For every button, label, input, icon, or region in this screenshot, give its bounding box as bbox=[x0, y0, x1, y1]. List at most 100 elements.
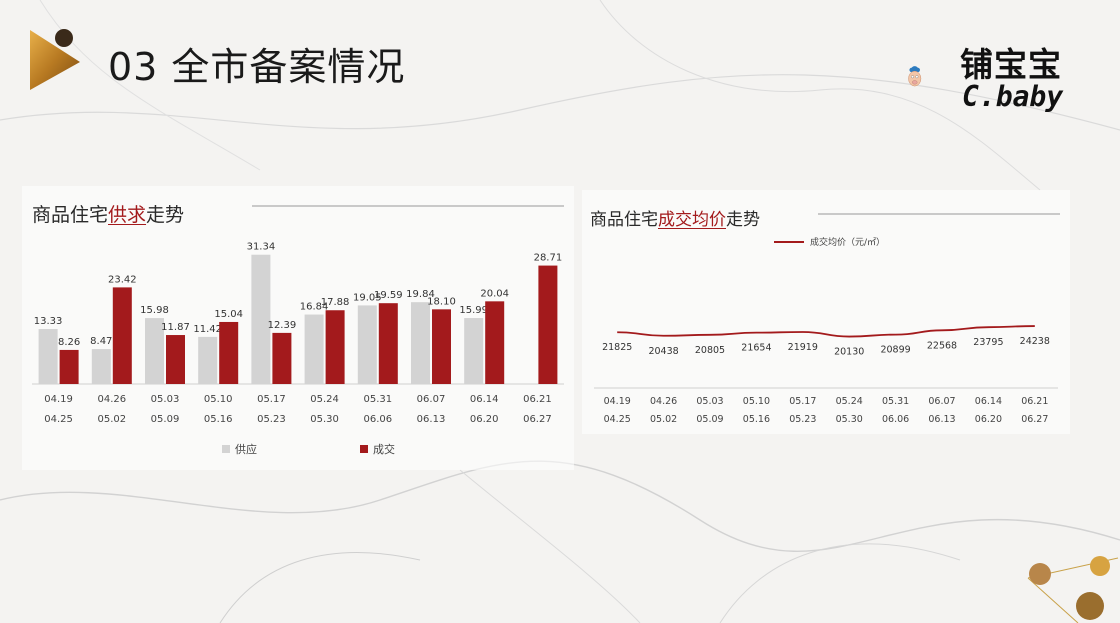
line-tick-label-end-6: 06.06 bbox=[882, 414, 909, 425]
legend-deal: 成交 bbox=[360, 441, 395, 457]
deal-data-label-0: 8.26 bbox=[58, 337, 80, 348]
bar-tick-label-start-7: 06.07 bbox=[417, 394, 446, 405]
price-data-label-8: 23795 bbox=[973, 337, 1003, 348]
bar-chart-title: 商品住宅供求走势 bbox=[32, 204, 185, 226]
line-tick-label-end-8: 06.20 bbox=[975, 414, 1002, 425]
deal-bar-6 bbox=[378, 303, 398, 384]
supply-bar-2 bbox=[145, 318, 164, 384]
line-chart-title: 商品住宅成交均价走势 bbox=[590, 210, 760, 230]
deal-data-label-5: 17.88 bbox=[321, 297, 350, 308]
bar-tick-label-start-8: 06.14 bbox=[470, 394, 499, 405]
deal-data-label-3: 15.04 bbox=[214, 309, 243, 320]
legend-supply: 供应 bbox=[222, 441, 257, 457]
corner-decoration bbox=[1027, 556, 1119, 623]
bar-tick-label-start-5: 05.24 bbox=[310, 394, 339, 405]
bar-tick-label-end-5: 05.30 bbox=[310, 414, 339, 425]
line-tick-label-end-9: 06.27 bbox=[1021, 414, 1048, 425]
price-data-label-1: 20438 bbox=[648, 346, 678, 357]
deal-bar-5 bbox=[325, 310, 345, 384]
avg-price-line-chart: 21825 20438 20805 21654 21919 20130 20899 22568… bbox=[594, 325, 1058, 425]
avg-price-panel bbox=[582, 190, 1070, 434]
deal-bar-4 bbox=[272, 332, 292, 384]
avg-price-line bbox=[617, 325, 1035, 338]
deal-data-label-7: 18.10 bbox=[427, 296, 456, 307]
supply-data-label-3: 11.42 bbox=[193, 324, 222, 335]
price-data-label-0: 21825 bbox=[602, 342, 632, 353]
legend-avg-price-line bbox=[774, 240, 804, 243]
bar-tick-label-end-2: 05.09 bbox=[151, 414, 180, 425]
supply-bar-0 bbox=[38, 329, 58, 384]
bar-tick-label-start-4: 05.17 bbox=[257, 394, 286, 405]
legend-supply-swatch bbox=[222, 445, 230, 453]
price-data-label-7: 22568 bbox=[927, 340, 957, 351]
price-data-label-6: 20899 bbox=[880, 345, 910, 356]
supply-bar-8 bbox=[464, 318, 484, 384]
line-tick-label-start-6: 05.31 bbox=[882, 396, 909, 407]
line-tick-label-end-0: 04.25 bbox=[604, 414, 631, 425]
bar-tick-label-start-0: 04.19 bbox=[44, 394, 73, 405]
line-tick-label-start-2: 05.03 bbox=[696, 396, 723, 407]
slide-title: 03 全市备案情况 bbox=[108, 45, 406, 89]
bar-tick-label-start-9: 06.21 bbox=[523, 394, 552, 405]
bar-title-rule bbox=[252, 205, 564, 207]
supply-data-label-1: 8.47 bbox=[90, 336, 112, 347]
bar-tick-label-end-1: 05.02 bbox=[97, 414, 126, 425]
line-tick-label-end-2: 05.09 bbox=[696, 414, 723, 425]
supply-data-label-7: 19.84 bbox=[406, 289, 435, 300]
deal-bar-0 bbox=[59, 349, 79, 384]
bar-tick-label-end-3: 05.16 bbox=[204, 414, 233, 425]
deal-bar-1 bbox=[112, 287, 132, 384]
deal-bar-7 bbox=[432, 309, 451, 384]
legend-avg-price-label: 成交均价（元/㎡） bbox=[810, 238, 886, 248]
supply-demand-bar-chart: 13.33 8.26 04.19 04.25 8.47 23.42 04.26 05.02 15… bbox=[32, 242, 564, 425]
bar-tick-label-start-2: 05.03 bbox=[151, 394, 180, 405]
line-tick-label-start-5: 05.24 bbox=[836, 396, 863, 407]
legend-avg-price: 成交均价（元/㎡） bbox=[774, 235, 885, 248]
line-tick-label-end-3: 05.16 bbox=[743, 414, 770, 425]
line-tick-label-start-1: 04.26 bbox=[650, 396, 677, 407]
line-tick-label-end-5: 05.30 bbox=[836, 414, 863, 425]
line-tick-label-end-1: 05.02 bbox=[650, 414, 677, 425]
bar-tick-label-end-8: 06.20 bbox=[470, 414, 499, 425]
line-tick-label-end-4: 05.23 bbox=[789, 414, 816, 425]
line-tick-label-start-4: 05.17 bbox=[789, 396, 816, 407]
bar-tick-label-start-3: 05.10 bbox=[204, 394, 233, 405]
legend-deal-swatch bbox=[360, 445, 368, 453]
supply-bar-5 bbox=[304, 314, 324, 384]
deal-bar-8 bbox=[485, 301, 505, 384]
price-data-label-4: 21919 bbox=[788, 342, 818, 353]
deal-data-label-4: 12.39 bbox=[268, 320, 297, 331]
supply-bar-7 bbox=[411, 302, 430, 384]
supply-bar-4 bbox=[251, 254, 271, 384]
bar-tick-label-end-0: 04.25 bbox=[44, 414, 73, 425]
deal-data-label-9: 28.71 bbox=[534, 253, 563, 264]
bar-tick-label-end-7: 06.13 bbox=[417, 414, 446, 425]
supply-data-label-8: 15.99 bbox=[459, 305, 488, 316]
supply-bar-6 bbox=[357, 305, 377, 384]
legend-deal-label: 成交 bbox=[373, 443, 395, 456]
price-data-label-2: 20805 bbox=[695, 345, 725, 356]
supply-data-label-6: 19.05 bbox=[353, 292, 382, 303]
deal-bar-3 bbox=[219, 321, 239, 384]
line-title-rule bbox=[818, 213, 1060, 215]
line-tick-label-end-7: 06.13 bbox=[928, 414, 955, 425]
legend-supply-label: 供应 bbox=[235, 443, 257, 456]
price-data-label-3: 21654 bbox=[741, 343, 771, 354]
price-data-label-5: 20130 bbox=[834, 347, 864, 358]
bar-tick-label-end-9: 06.27 bbox=[523, 414, 552, 425]
deal-data-label-2: 11.87 bbox=[161, 322, 190, 333]
line-tick-label-start-7: 06.07 bbox=[928, 396, 955, 407]
line-tick-label-start-9: 06.21 bbox=[1021, 396, 1048, 407]
supply-bar-1 bbox=[91, 349, 111, 384]
bar-tick-label-end-4: 05.23 bbox=[257, 414, 286, 425]
price-data-label-9: 24238 bbox=[1020, 336, 1050, 347]
supply-bar-3 bbox=[198, 336, 218, 384]
logo-text-en: C.baby bbox=[962, 80, 1064, 113]
deal-bar-2 bbox=[166, 335, 185, 384]
cbaby-logo bbox=[908, 66, 922, 87]
deal-data-label-6: 19.59 bbox=[374, 290, 403, 301]
line-tick-label-start-0: 04.19 bbox=[604, 396, 631, 407]
line-tick-label-start-3: 05.10 bbox=[743, 396, 770, 407]
deal-bar-9 bbox=[538, 265, 558, 384]
supply-data-label-5: 16.84 bbox=[300, 302, 329, 313]
